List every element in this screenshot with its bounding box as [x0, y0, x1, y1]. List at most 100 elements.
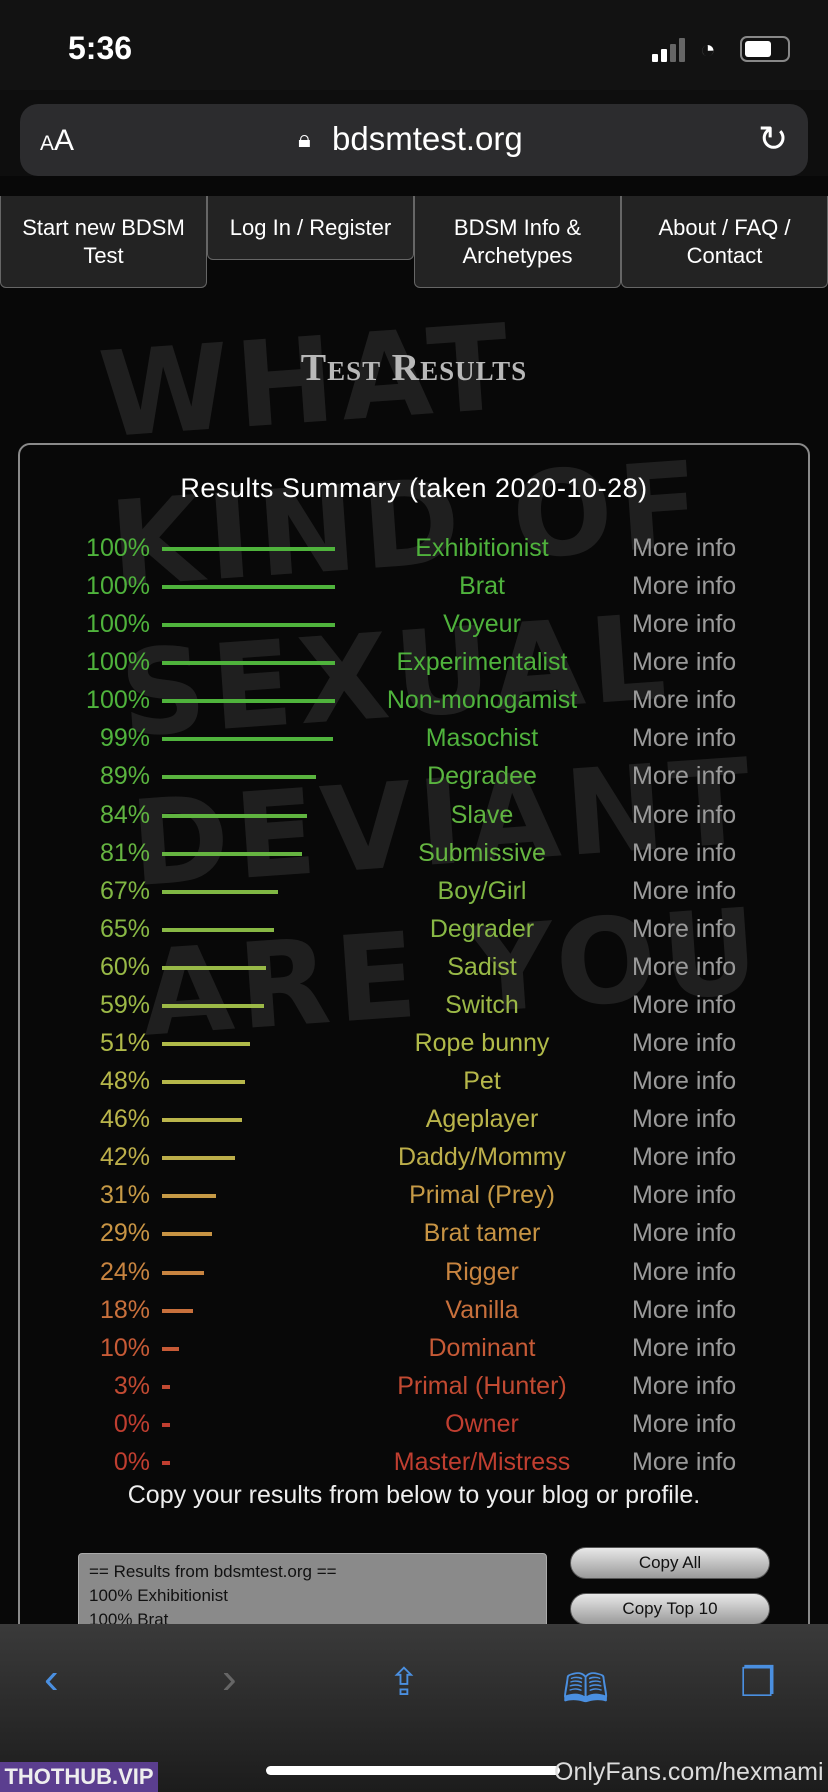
result-archetype[interactable]: Primal (Prey)	[409, 1181, 555, 1210]
result-archetype[interactable]: Rope bunny	[414, 1029, 550, 1058]
more-info-link[interactable]: More info	[632, 800, 737, 829]
result-row: 46% Ageplayer More info	[20, 1101, 808, 1139]
result-row: 84% Slave More info	[20, 797, 808, 835]
result-percent: 59%	[99, 990, 150, 1019]
result-archetype[interactable]: Sadist	[447, 952, 517, 981]
result-row: 65% Degrader More info	[20, 911, 808, 949]
result-row: 89% Degradee More info	[20, 758, 808, 796]
result-percent: 29%	[99, 1219, 150, 1248]
results-summary-heading: Results Summary (taken 2020-10-28)	[180, 473, 648, 503]
result-archetype[interactable]: Degradee	[427, 762, 537, 791]
result-row: 60% Sadist More info	[20, 949, 808, 987]
result-archetype[interactable]: Pet	[463, 1067, 501, 1096]
tab-login-register[interactable]: Log In / Register	[207, 196, 414, 260]
back-icon[interactable]: ‹	[44, 1654, 59, 1703]
result-archetype[interactable]: Rigger	[445, 1257, 519, 1286]
result-bar	[162, 1384, 170, 1389]
more-info-link[interactable]: More info	[632, 1295, 737, 1324]
result-archetype[interactable]: Brat	[459, 572, 505, 601]
result-bar	[162, 1270, 204, 1275]
result-bar	[162, 699, 335, 704]
more-info-link[interactable]: More info	[632, 1143, 737, 1172]
results-textarea[interactable]: == Results from bdsmtest.org == 100% Exh…	[78, 1553, 547, 1624]
result-archetype[interactable]: Vanilla	[445, 1295, 519, 1324]
result-bar	[162, 585, 335, 590]
tabs-icon[interactable]: ❐	[740, 1661, 776, 1705]
result-archetype[interactable]: Ageplayer	[425, 1105, 539, 1134]
more-info-link[interactable]: More info	[632, 838, 737, 867]
tab-start-new-test[interactable]: Start new BDSM Test	[0, 196, 207, 288]
web-page: WHAT KIND OF SEXUAL DEVIANT ARE YOU Star…	[0, 176, 828, 1624]
result-archetype[interactable]: Submissive	[418, 838, 546, 867]
more-info-link[interactable]: More info	[632, 1333, 737, 1362]
result-row: 51% Rope bunny More info	[20, 1025, 808, 1063]
more-info-link[interactable]: More info	[632, 724, 737, 753]
url-text[interactable]: bdsmtest.org	[332, 120, 523, 157]
result-bar	[162, 851, 303, 856]
result-percent: 84%	[99, 800, 150, 829]
result-archetype[interactable]: Experimentalist	[396, 648, 568, 677]
result-percent: 10%	[99, 1333, 150, 1362]
result-bar	[162, 547, 335, 551]
more-info-link[interactable]: More info	[632, 952, 737, 981]
result-archetype[interactable]: Non-monogamist	[386, 686, 578, 715]
more-info-link[interactable]: More info	[632, 686, 737, 715]
more-info-link[interactable]: More info	[632, 1067, 737, 1096]
more-info-link[interactable]: More info	[632, 914, 737, 943]
result-row: 100% Brat More info	[20, 568, 808, 606]
text-size-large-a: A	[54, 124, 75, 157]
result-bar	[162, 1460, 170, 1465]
result-percent: 89%	[99, 762, 150, 791]
more-info-link[interactable]: More info	[632, 534, 737, 562]
result-archetype[interactable]: Slave	[450, 800, 514, 829]
more-info-link[interactable]: More info	[632, 1181, 737, 1210]
result-percent: 100%	[86, 610, 150, 639]
reload-icon[interactable]: ↻	[758, 118, 789, 159]
result-archetype[interactable]: Degrader	[429, 914, 535, 943]
result-row: 18% Vanilla More info	[20, 1292, 808, 1330]
result-archetype[interactable]: Exhibitionist	[415, 534, 549, 562]
forward-icon[interactable]: ›	[222, 1654, 237, 1703]
lock-icon: 🔒︎	[298, 126, 311, 153]
more-info-link[interactable]: More info	[632, 876, 737, 905]
tab-about-faq[interactable]: About / FAQ / Contact	[621, 196, 828, 288]
tab-bdsm-info[interactable]: BDSM Info & Archetypes	[414, 196, 621, 288]
result-archetype[interactable]: Switch	[445, 990, 519, 1019]
result-archetype[interactable]: Primal (Hunter)	[397, 1371, 567, 1400]
result-percent: 81%	[99, 838, 150, 867]
address-bar[interactable]: AA 🔒︎ bdsmtest.org ↻	[20, 104, 808, 176]
copy-top-10-button[interactable]: Copy Top 10	[570, 1593, 770, 1624]
result-percent: 0%	[113, 1447, 150, 1476]
result-archetype[interactable]: Daddy/Mommy	[397, 1143, 567, 1172]
more-info-link[interactable]: More info	[632, 648, 737, 677]
result-archetype[interactable]: Master/Mistress	[393, 1447, 571, 1476]
more-info-link[interactable]: More info	[632, 572, 737, 601]
result-archetype[interactable]: Masochist	[425, 724, 539, 753]
textarea-line: 100% Exhibitionist	[89, 1586, 228, 1605]
bookmarks-icon[interactable]: 🕮︎	[562, 1667, 610, 1711]
result-row: 67% Boy/Girl More info	[20, 873, 808, 911]
result-bar	[162, 1194, 216, 1199]
more-info-link[interactable]: More info	[632, 990, 737, 1019]
more-info-link[interactable]: More info	[632, 1029, 737, 1058]
result-archetype[interactable]: Brat tamer	[423, 1219, 541, 1248]
more-info-link[interactable]: More info	[632, 1447, 737, 1476]
more-info-link[interactable]: More info	[632, 610, 737, 639]
more-info-link[interactable]: More info	[632, 1105, 737, 1134]
result-row: 10% Dominant More info	[20, 1330, 808, 1368]
page-title: Test Results	[300, 347, 528, 389]
share-icon[interactable]: ⇪	[388, 1662, 420, 1704]
result-bar	[162, 775, 316, 780]
text-size-button[interactable]: AA	[40, 124, 74, 158]
more-info-link[interactable]: More info	[632, 1257, 737, 1286]
result-archetype[interactable]: Voyeur	[443, 610, 521, 639]
more-info-link[interactable]: More info	[632, 1371, 737, 1400]
result-archetype[interactable]: Owner	[445, 1409, 519, 1438]
more-info-link[interactable]: More info	[632, 1409, 737, 1438]
result-archetype[interactable]: Dominant	[428, 1333, 536, 1362]
more-info-link[interactable]: More info	[632, 762, 737, 791]
result-archetype[interactable]: Boy/Girl	[437, 876, 527, 905]
home-indicator	[266, 1766, 560, 1775]
copy-all-button[interactable]: Copy All	[570, 1547, 770, 1579]
more-info-link[interactable]: More info	[632, 1219, 737, 1248]
